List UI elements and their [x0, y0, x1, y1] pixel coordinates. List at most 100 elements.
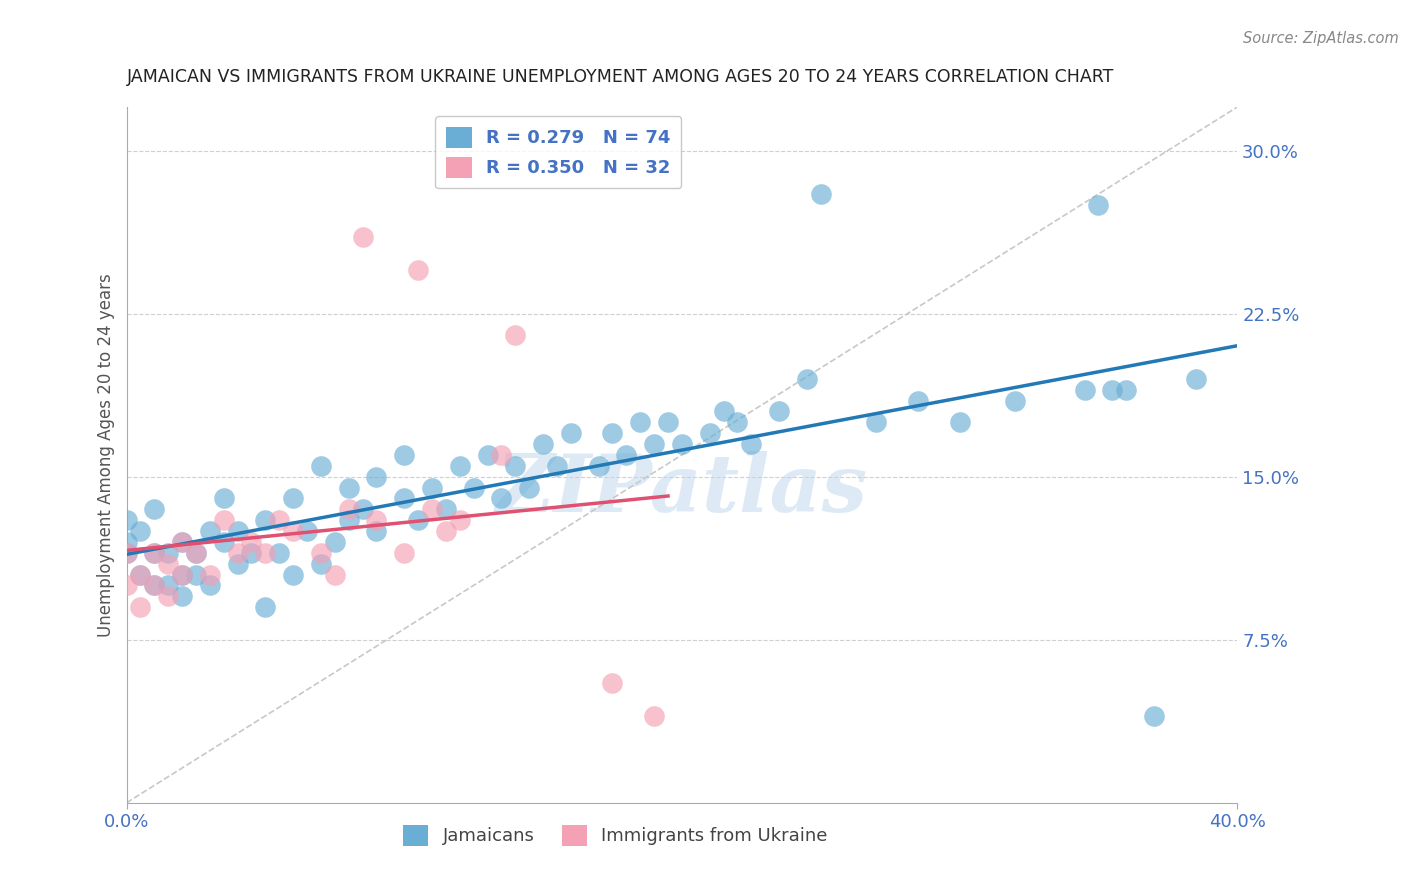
Point: [157, 546, 180, 560]
Point: [212, 513, 235, 527]
Point: [323, 567, 346, 582]
Point: [337, 502, 360, 516]
Point: [157, 578, 180, 592]
Y-axis label: Unemployment Among Ages 20 to 24 years: Unemployment Among Ages 20 to 24 years: [97, 273, 115, 637]
Point: [352, 502, 374, 516]
Point: [477, 448, 499, 462]
Point: [588, 458, 610, 473]
Point: [269, 546, 291, 560]
Point: [143, 502, 166, 516]
Point: [449, 458, 471, 473]
Point: [281, 491, 304, 506]
Point: [671, 437, 693, 451]
Point: [115, 546, 138, 560]
Point: [768, 404, 790, 418]
Point: [740, 437, 762, 451]
Point: [226, 557, 249, 571]
Point: [157, 557, 180, 571]
Point: [434, 524, 457, 538]
Point: [281, 567, 304, 582]
Point: [517, 481, 540, 495]
Point: [269, 513, 291, 527]
Point: [129, 567, 152, 582]
Point: [129, 600, 152, 615]
Point: [198, 578, 221, 592]
Point: [643, 708, 665, 723]
Point: [115, 534, 138, 549]
Point: [240, 546, 263, 560]
Point: [172, 534, 194, 549]
Point: [1087, 198, 1109, 212]
Point: [394, 491, 416, 506]
Point: [143, 546, 166, 560]
Point: [602, 426, 624, 441]
Point: [907, 393, 929, 408]
Point: [727, 415, 749, 429]
Point: [254, 546, 277, 560]
Point: [240, 534, 263, 549]
Point: [810, 186, 832, 201]
Point: [281, 524, 304, 538]
Point: [226, 524, 249, 538]
Point: [115, 546, 138, 560]
Point: [366, 469, 388, 483]
Point: [628, 415, 651, 429]
Point: [184, 567, 207, 582]
Point: [531, 437, 554, 451]
Point: [172, 534, 194, 549]
Point: [1101, 383, 1123, 397]
Point: [657, 415, 679, 429]
Point: [323, 534, 346, 549]
Point: [143, 578, 166, 592]
Point: [699, 426, 721, 441]
Point: [352, 230, 374, 244]
Point: [434, 502, 457, 516]
Point: [337, 481, 360, 495]
Point: [1115, 383, 1137, 397]
Point: [226, 546, 249, 560]
Point: [449, 513, 471, 527]
Point: [406, 513, 429, 527]
Point: [254, 513, 277, 527]
Point: [184, 546, 207, 560]
Point: [129, 567, 152, 582]
Point: [115, 578, 138, 592]
Point: [366, 524, 388, 538]
Point: [143, 546, 166, 560]
Text: JAMAICAN VS IMMIGRANTS FROM UKRAINE UNEMPLOYMENT AMONG AGES 20 TO 24 YEARS CORRE: JAMAICAN VS IMMIGRANTS FROM UKRAINE UNEM…: [127, 68, 1114, 86]
Legend: Jamaicans, Immigrants from Ukraine: Jamaicans, Immigrants from Ukraine: [395, 818, 835, 853]
Point: [366, 513, 388, 527]
Point: [602, 676, 624, 690]
Point: [643, 437, 665, 451]
Point: [491, 448, 513, 462]
Point: [157, 589, 180, 603]
Point: [212, 491, 235, 506]
Point: [1143, 708, 1166, 723]
Point: [337, 513, 360, 527]
Point: [865, 415, 887, 429]
Point: [1004, 393, 1026, 408]
Point: [796, 372, 818, 386]
Point: [1073, 383, 1095, 397]
Point: [198, 567, 221, 582]
Point: [614, 448, 637, 462]
Point: [406, 263, 429, 277]
Point: [420, 502, 443, 516]
Point: [172, 589, 194, 603]
Point: [463, 481, 485, 495]
Point: [1184, 372, 1206, 386]
Point: [309, 557, 332, 571]
Point: [198, 524, 221, 538]
Point: [309, 458, 332, 473]
Point: [254, 600, 277, 615]
Point: [394, 448, 416, 462]
Point: [394, 546, 416, 560]
Text: ZIPatlas: ZIPatlas: [496, 451, 868, 528]
Point: [503, 458, 526, 473]
Point: [713, 404, 735, 418]
Point: [129, 524, 152, 538]
Point: [420, 481, 443, 495]
Point: [948, 415, 970, 429]
Point: [172, 567, 194, 582]
Text: Source: ZipAtlas.com: Source: ZipAtlas.com: [1243, 31, 1399, 46]
